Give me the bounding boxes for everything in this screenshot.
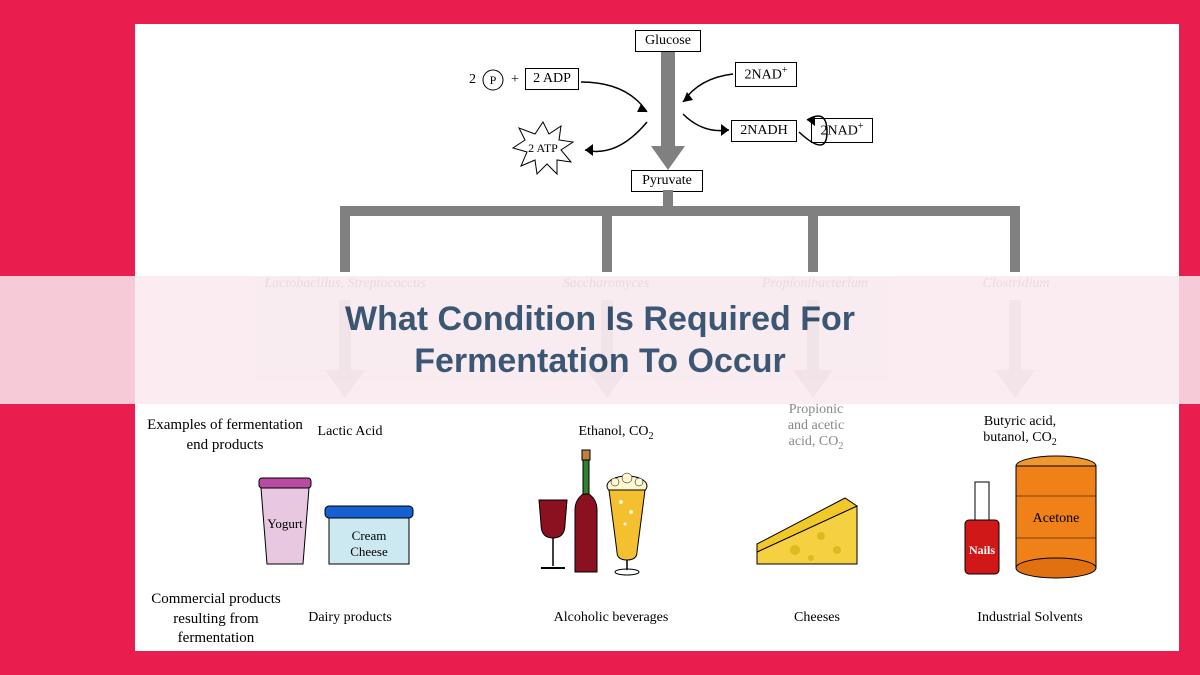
product-1: Lactic Acid — [295, 424, 405, 440]
commercial-2: Alcoholic beverages — [531, 610, 691, 626]
beer-glass-icon — [603, 472, 651, 578]
atp-starburst-icon: 2 ATP — [511, 120, 575, 176]
p-prefix: 2 — [469, 72, 476, 88]
product-3: Propionic and acetic acid, CO2 — [751, 402, 881, 452]
nails-icon: Nails — [957, 480, 1007, 580]
product-4: Butyric acid, butanol, CO2 — [955, 414, 1085, 448]
glucose-box: Glucose — [635, 30, 701, 52]
commercial-4: Industrial Solvents — [955, 610, 1105, 626]
p-circle-icon: P — [481, 68, 505, 92]
title-overlay: What Condition Is Required For Fermentat… — [0, 276, 1200, 404]
adp-curve-icon — [577, 72, 657, 162]
cheese-icon — [751, 476, 871, 576]
adp-box: 2 ADP — [525, 68, 579, 90]
glucose-label: Glucose — [645, 33, 691, 48]
svg-text:Cream: Cream — [352, 528, 387, 543]
cream-cheese-icon: Cream Cheese — [319, 500, 419, 570]
commercial-label: Commercial products resulting from ferme… — [121, 590, 311, 649]
svg-text:Acetone: Acetone — [1033, 511, 1080, 526]
wine-bottle-icon — [571, 448, 601, 578]
commercial-1: Dairy products — [285, 610, 415, 626]
adp-label: 2 ADP — [533, 71, 571, 86]
acetone-icon: Acetone — [1011, 452, 1101, 580]
plus-sign: + — [511, 72, 519, 88]
nad-curve-icon — [679, 66, 879, 176]
wine-glass-icon — [531, 494, 575, 578]
yogurt-icon: Yogurt — [245, 470, 325, 570]
svg-text:Yogurt: Yogurt — [267, 516, 303, 531]
svg-text:Cheese: Cheese — [350, 544, 388, 559]
pipe-tree — [135, 190, 1179, 278]
page-title: What Condition Is Required For Fermentat… — [345, 298, 855, 383]
svg-text:P: P — [490, 73, 497, 87]
commercial-3: Cheeses — [767, 610, 867, 626]
svg-text:2 ATP: 2 ATP — [528, 141, 558, 155]
svg-text:Nails: Nails — [969, 543, 995, 557]
product-2: Ethanol, CO2 — [551, 424, 681, 442]
